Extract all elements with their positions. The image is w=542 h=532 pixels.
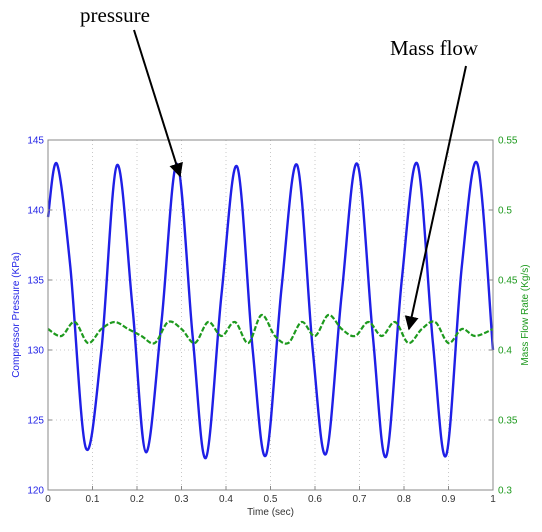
x-tick-label: 0.3 (175, 494, 189, 505)
tick-layer: 0 0.1 0.2 0.3 0.4 0.5 0.6 0.7 0.8 0.9 1 120 125 130 13… (27, 136, 518, 506)
pressure-arrow (133, 29, 183, 178)
y-right-tick-label: 0.3 (498, 486, 512, 497)
massflow-annotation: Mass flow (390, 36, 479, 60)
x-tick-label: 0.1 (86, 494, 100, 505)
x-tick-label: 1 (490, 494, 496, 505)
series-layer (46, 160, 495, 460)
x-tick-label: 0.2 (130, 494, 144, 505)
y-right-tick-label: 0.35 (498, 416, 518, 427)
y-right-tick-label: 0.4 (498, 346, 512, 357)
y-left-tick-label: 125 (27, 416, 44, 427)
y-right-tick-label: 0.45 (498, 276, 518, 287)
y-left-tick-label: 120 (27, 486, 44, 497)
y-left-tick-label: 130 (27, 346, 44, 357)
y-axis-right-label: Mass Flow Rate (Kg/s) (520, 264, 531, 365)
x-tick-label: 0 (45, 494, 51, 505)
y-axis-left-label: Compressor Pressure (KPa) (11, 252, 22, 378)
x-tick-label: 0.5 (264, 494, 278, 505)
y-left-tick-label: 145 (27, 136, 44, 147)
series-line-massflow (47, 313, 494, 345)
massflow-arrow (404, 65, 467, 331)
x-tick-label: 0.7 (353, 494, 367, 505)
x-tick-label: 0.9 (442, 494, 456, 505)
y-right-tick-label: 0.5 (498, 206, 512, 217)
y-right-tick-label: 0.55 (498, 136, 518, 147)
series-line-pressure (46, 160, 495, 460)
y-left-tick-label: 135 (27, 276, 44, 287)
x-tick-label: 0.8 (397, 494, 411, 505)
x-axis-label: Time (sec) (247, 507, 294, 518)
pressure-annotation: pressure (80, 3, 150, 27)
y-left-tick-label: 140 (27, 206, 44, 217)
x-tick-label: 0.4 (219, 494, 233, 505)
x-tick-label: 0.6 (308, 494, 322, 505)
